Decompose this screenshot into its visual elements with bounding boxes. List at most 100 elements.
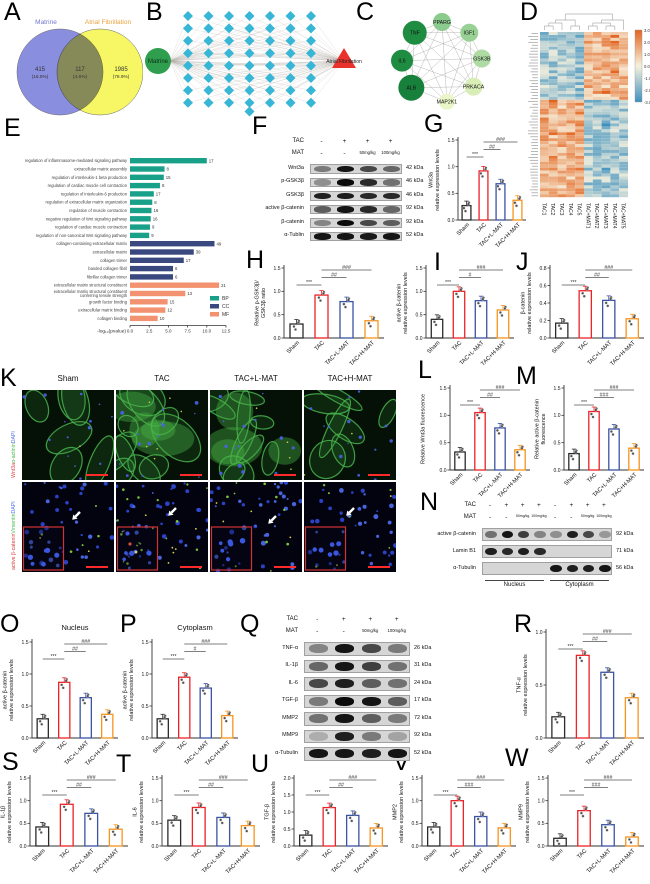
- bar-chart-tnfa: TNF-α relative expression levels 0.0 0.5 1.0…: [516, 618, 648, 774]
- svg-text:regulation of interleukin-1 be: regulation of interleukin-1 beta product…: [52, 175, 128, 180]
- svg-text:12.5: 12.5: [222, 329, 231, 334]
- arrow-icon: [268, 515, 277, 524]
- svg-text:***: ***: [472, 152, 478, 158]
- svg-text:TAC: TAC: [472, 472, 484, 484]
- svg-text:0.5: 0.5: [22, 704, 29, 710]
- blot-band: [582, 530, 595, 539]
- svg-text:growth factor binding: growth factor binding: [89, 299, 128, 304]
- svg-text:active β-catenin: active β-catenin: [397, 284, 403, 323]
- svg-text:Relative p-GSK3β/: Relative p-GSK3β/: [255, 280, 261, 326]
- blot-band: [383, 192, 400, 199]
- svg-text:TNF-α: TNF-α: [517, 676, 523, 693]
- svg-text:relative expression levels: relative expression levels: [525, 781, 531, 843]
- blot-band: [566, 564, 579, 573]
- svg-text:1.0: 1.0: [554, 413, 561, 419]
- panel-L-letter: L: [418, 356, 432, 384]
- svg-text:extracellular matrix assembly: extracellular matrix assembly: [74, 167, 128, 172]
- blot-band: [360, 179, 377, 186]
- svg-text:##: ##: [72, 646, 78, 652]
- svg-text:TAC+MAT1: TAC+MAT1: [584, 203, 590, 229]
- panel-H-letter: H: [246, 246, 265, 274]
- blot-band: [314, 206, 331, 213]
- svg-text:regulation of cardiac muscle c: regulation of cardiac muscle contraction: [55, 225, 128, 230]
- svg-text:Sham: Sham: [548, 740, 563, 755]
- blot-band: [314, 165, 331, 172]
- panel-O-letter: O: [0, 610, 20, 638]
- micrograph-wnt3a: [116, 390, 208, 480]
- svg-text:regulation of extracellular ma: regulation of extracellular matrix organ…: [46, 200, 128, 205]
- svg-text:16: 16: [153, 216, 158, 221]
- panel-K-letter: K: [0, 364, 17, 392]
- svg-text:extracellular matrix structura: extracellular matrix structural constitu…: [54, 289, 128, 294]
- blot-band: [388, 749, 408, 759]
- svg-text:0.00: 0.00: [644, 64, 650, 69]
- micrograph-column-header: TAC+H-MAT: [327, 374, 373, 383]
- svg-text:Sham: Sham: [295, 848, 310, 863]
- svg-text:Sham: Sham: [426, 340, 441, 355]
- svg-text:0.0: 0.0: [20, 844, 27, 850]
- svg-text:(16.5%): (16.5%): [32, 74, 49, 80]
- micrograph-bcatenin: [210, 482, 302, 572]
- blot-band: [361, 696, 381, 706]
- svg-text:0.0: 0.0: [440, 468, 447, 474]
- panel-J-letter: J: [516, 248, 529, 276]
- panel-N-letter: N: [420, 488, 439, 516]
- svg-text:TAC+L-MAT: TAC+L-MAT: [201, 848, 228, 875]
- svg-text:8: 8: [162, 183, 165, 188]
- blot-band: [388, 661, 408, 671]
- svg-text:TAC+L-MAT: TAC+L-MAT: [69, 848, 96, 875]
- svg-text:0.5: 0.5: [284, 827, 291, 833]
- blot-band: [308, 696, 328, 706]
- svg-text:TAC: TAC: [451, 340, 463, 352]
- svg-text:1.0: 1.0: [22, 672, 29, 678]
- svg-text:conferring tensile strength: conferring tensile strength: [80, 293, 128, 298]
- panel-M-letter: M: [516, 362, 537, 390]
- svg-text:Cytoplasm: Cytoplasm: [177, 623, 212, 632]
- svg-text:1.0: 1.0: [412, 798, 419, 804]
- blot-band: [517, 530, 530, 539]
- blot-band: [337, 179, 354, 186]
- bar-chart-wnt3a-fluorescence: Relative Wnt3a fluorescence 0.0 0.5 1.0 1.5 S…: [420, 374, 534, 506]
- svg-text:relative expression levels: relative expression levels: [9, 659, 15, 721]
- blot-band: [308, 731, 328, 741]
- svg-text:Sham: Sham: [164, 848, 179, 863]
- svg-text:10: 10: [160, 316, 165, 321]
- bar-chart-il6: IL-6 relative expression levels 0.0 0.5 1.0 1…: [132, 764, 264, 882]
- svg-text:collagen binding: collagen binding: [97, 316, 127, 321]
- svg-text:##: ##: [76, 782, 82, 788]
- svg-text:###: ###: [201, 639, 210, 645]
- blot-band: [534, 547, 546, 556]
- svg-text:0.0: 0.0: [127, 329, 134, 334]
- svg-text:TAC+H-MAT: TAC+H-MAT: [225, 848, 253, 876]
- svg-text:***: ***: [183, 790, 189, 796]
- svg-text:###: ###: [477, 265, 486, 271]
- svg-text:###: ###: [87, 775, 96, 781]
- svg-text:1.0: 1.0: [440, 413, 447, 419]
- svg-text:TAC: TAC: [450, 848, 462, 860]
- blot-band: [517, 547, 530, 556]
- svg-text:2.0: 2.0: [284, 776, 291, 782]
- blot-band: [335, 749, 355, 759]
- svg-text:0.0: 0.0: [142, 736, 149, 742]
- blot-band: [361, 749, 381, 759]
- svg-text:1.0: 1.0: [536, 630, 543, 636]
- blot-band: [361, 644, 381, 654]
- blot-band: [314, 179, 331, 186]
- bar-chart-active-bcatenin: active β-catenin relative expression leve…: [396, 254, 518, 374]
- svg-text:1.5: 1.5: [448, 138, 455, 144]
- svg-text:415: 415: [35, 67, 46, 73]
- svg-text:##: ##: [594, 272, 600, 278]
- svg-text:Sham: Sham: [423, 848, 438, 863]
- svg-text:###: ###: [604, 775, 613, 781]
- panel-I-letter: I: [434, 248, 441, 276]
- bar-chart-il1b: IL-1β relative expression levels 0.0 0.5 1.0…: [0, 764, 132, 882]
- svg-text:β-catenin: β-catenin: [521, 292, 527, 315]
- svg-text:negative regulation of Wnt sig: negative regulation of Wnt signaling pat…: [46, 216, 128, 221]
- svg-text:1.5: 1.5: [416, 266, 423, 272]
- svg-text:#: #: [469, 272, 472, 278]
- blot-band: [361, 731, 381, 741]
- svg-text:TAC: TAC: [57, 740, 69, 752]
- svg-text:1.5: 1.5: [440, 386, 447, 392]
- svg-text:Nucleus: Nucleus: [61, 623, 88, 632]
- svg-text:0.0: 0.0: [412, 844, 419, 850]
